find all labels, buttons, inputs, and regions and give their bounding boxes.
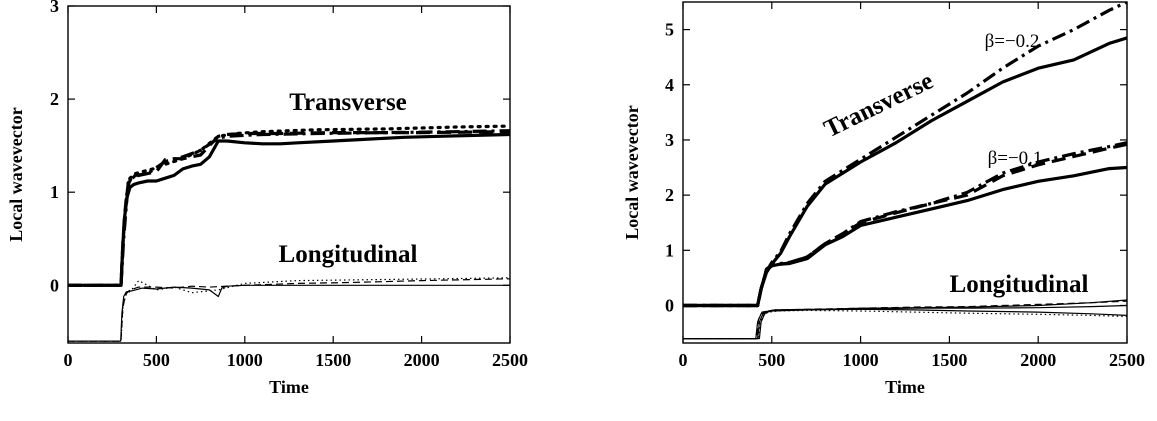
series-line-4 — [68, 129, 510, 287]
series-line-10 — [683, 309, 1127, 340]
x-tick-label: 500 — [758, 350, 785, 370]
chart-panel-1: 0 500 1000 1500 2000 2500 0 1 2 3 Time Local waveve… — [6, 0, 528, 397]
annotation-label: β=−0.1 — [988, 148, 1043, 169]
x-tick-label: 2000 — [1020, 350, 1056, 370]
annotation-label: β=−0.2 — [985, 31, 1040, 52]
y-tick-label: 1 — [665, 240, 674, 260]
x-tick-label: 0 — [64, 350, 73, 370]
series-group — [68, 124, 510, 342]
y-tick-label: 3 — [50, 0, 59, 16]
annotation-label: Longitudinal — [950, 271, 1089, 298]
series-line-6 — [68, 278, 510, 342]
x-axis-title: Time — [269, 377, 309, 397]
chart-panel-2: 0 500 1000 1500 2000 2500 0 1 2 3 4 5 Time Local wave… — [622, 1, 1145, 397]
x-tick-label: 500 — [143, 350, 170, 370]
y-tick-label: 2 — [50, 89, 59, 109]
x-tick-label: 1500 — [315, 350, 351, 370]
annotation-label: Longitudinal — [279, 241, 418, 268]
series-line-9 — [683, 300, 1127, 340]
annotation-label: Transverse — [820, 67, 938, 143]
series-line-5 — [68, 284, 510, 342]
x-tick-label: 2500 — [492, 350, 528, 370]
x-axis-title: Time — [885, 377, 925, 397]
plot-frame — [682, 1, 1128, 344]
series-line-2 — [68, 130, 510, 287]
x-tick-label: 1000 — [843, 350, 879, 370]
y-tick-label: 1 — [50, 182, 59, 202]
y-tick-label: 3 — [665, 130, 674, 150]
y-tick-label: 5 — [665, 20, 674, 40]
y-tick-label: 4 — [665, 75, 674, 95]
x-tick-label: 2500 — [1109, 350, 1145, 370]
x-tick-label: 0 — [679, 350, 688, 370]
x-tick-label: 1000 — [227, 350, 263, 370]
series-line-2 — [683, 2, 1127, 308]
series-line-8 — [683, 308, 1127, 340]
annotation-label: Transverse — [289, 89, 407, 116]
series-line-5 — [683, 141, 1127, 308]
series-line-7 — [683, 304, 1127, 340]
series-line-3 — [68, 124, 510, 287]
series-line-7 — [68, 277, 510, 342]
x-tick-label: 2000 — [404, 350, 440, 370]
y-tick-label: 0 — [50, 275, 59, 295]
y-axis-title: Local wavevector — [6, 107, 26, 241]
y-tick-label: 2 — [665, 185, 674, 205]
series-group — [683, 2, 1127, 340]
y-axis-title: Local wavevector — [622, 105, 642, 239]
plot-frame — [67, 5, 511, 344]
y-tick-label: 0 — [665, 295, 674, 315]
x-tick-label: 1500 — [931, 350, 967, 370]
